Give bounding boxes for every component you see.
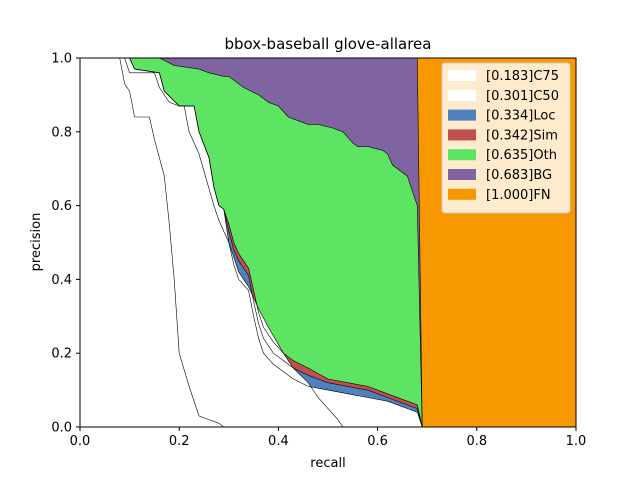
legend-swatch [448, 188, 476, 200]
legend-label: [1.000]FN [486, 188, 551, 203]
bg-fn-edge [417, 57, 423, 428]
x-tick-label: 0.4 [268, 434, 289, 449]
x-tick-label: 1.0 [566, 434, 587, 449]
y-tick-label: 0.2 [51, 347, 72, 362]
legend-swatch [448, 70, 476, 81]
y-axis-label: precision [29, 213, 44, 272]
legend: [0.183]C75 [0.301]C50 [0.334]Loc [0.342]Sim… [441, 62, 571, 214]
legend-label: [0.334]Loc [486, 109, 555, 124]
y-tick-label: 0.4 [51, 273, 72, 288]
c50-line [80, 57, 344, 428]
oth-bg-edge [159, 57, 423, 428]
axes-frame [79, 57, 577, 428]
legend-label: [0.683]BG [486, 168, 552, 183]
x-tick-label: 0.8 [466, 434, 487, 449]
x-tick-label: 0.2 [169, 434, 190, 449]
legend-label: [0.342]Sim [486, 128, 558, 143]
sim-oth-edge [129, 57, 423, 428]
legend-label: [0.183]C75 [486, 69, 559, 84]
chart-title: bbox-baseball glove-allarea [225, 35, 432, 53]
x-axis-label: recall [310, 456, 345, 471]
legend-swatch [448, 89, 476, 101]
legend-swatch [448, 169, 476, 180]
bg-region [159, 58, 423, 427]
y-tick-label: 0.8 [51, 125, 72, 140]
legend-swatch [448, 109, 476, 121]
legend-swatch [448, 129, 476, 141]
legend-label: [0.635]Oth [486, 148, 557, 163]
y-tick-label: 1.0 [51, 52, 72, 67]
x-tick-label: 0.0 [70, 434, 91, 449]
legend-swatch [448, 149, 476, 161]
y-tick-label: 0.6 [51, 199, 72, 214]
y-tick-label: 0.0 [51, 421, 72, 436]
c50-region [80, 58, 343, 427]
axes: 0.0 0.2 0.4 0.6 0.8 1.0 0.0 0.2 0.4 0.6 0.8 1.0 [51, 52, 586, 450]
legend-label: [0.301]C50 [486, 89, 559, 104]
x-tick-label: 0.6 [367, 434, 388, 449]
c75-line [80, 57, 224, 428]
oth-region [129, 58, 423, 427]
